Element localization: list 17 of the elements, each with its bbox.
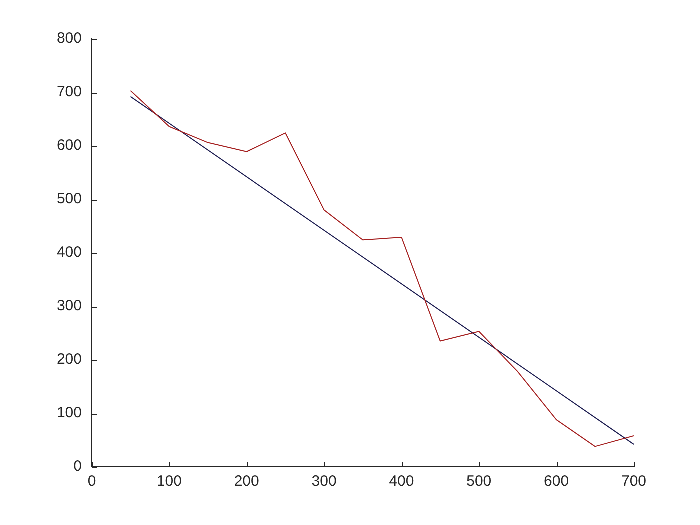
y-tick-label: 200 [56, 351, 82, 368]
y-tick-label: 0 [74, 458, 82, 476]
x-tick-label: 300 [312, 473, 337, 490]
y-tick-label: 300 [56, 298, 82, 315]
x-tick-label: 700 [621, 473, 647, 490]
y-tick-label: 600 [56, 137, 82, 154]
y-tick-label: 100 [56, 404, 82, 422]
y-tick-label: 500 [56, 190, 82, 208]
y-tick-label: 800 [56, 30, 82, 48]
x-tick-label: 600 [544, 473, 570, 490]
x-tick-label: 0 [88, 473, 96, 490]
x-tick-label: 500 [466, 473, 492, 490]
x-tick-label: 400 [389, 473, 414, 490]
y-tick-label: 700 [56, 84, 82, 101]
x-tick-label: 200 [234, 473, 260, 490]
x-tick-label: 100 [156, 473, 182, 490]
y-tick-label: 400 [56, 244, 82, 262]
